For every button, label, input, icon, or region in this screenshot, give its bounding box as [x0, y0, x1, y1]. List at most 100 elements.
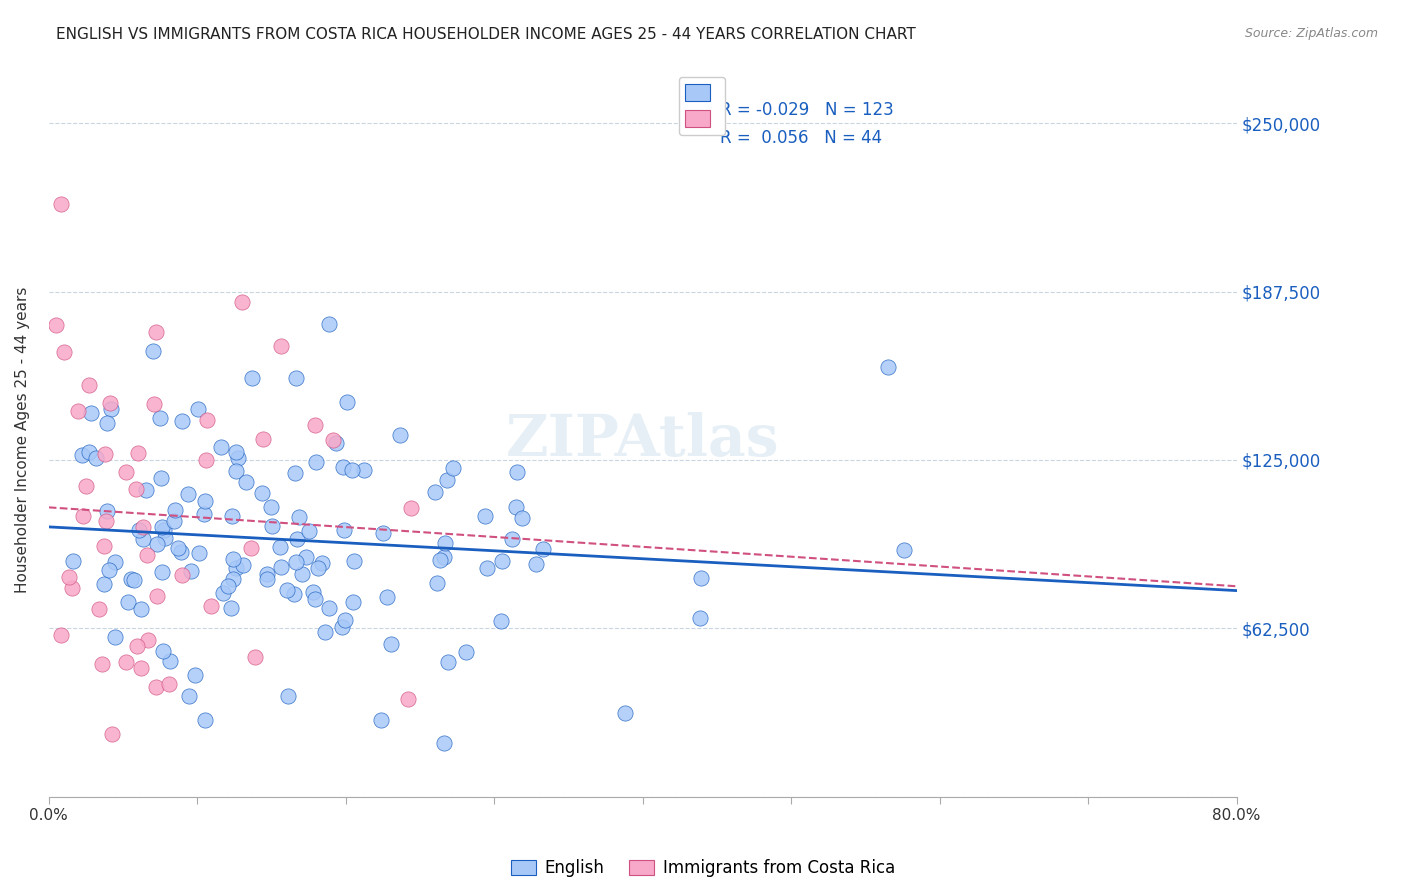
Point: [89, 601, 111, 615]
Point: [256, 572, 278, 586]
Point: [194, 453, 217, 467]
Point: [49, 628, 72, 642]
Point: [423, 485, 446, 500]
Point: [325, 436, 347, 450]
Point: [426, 576, 449, 591]
Point: [150, 566, 173, 580]
Point: [243, 650, 266, 665]
Point: [284, 466, 307, 480]
Point: [79, 378, 101, 392]
Point: [165, 502, 187, 516]
Point: [314, 625, 336, 640]
Point: [322, 433, 344, 447]
Point: [60, 581, 83, 595]
Point: [100, 402, 122, 417]
Point: [75, 479, 97, 493]
Point: [260, 500, 283, 515]
Point: [429, 553, 451, 567]
Point: [370, 713, 392, 727]
Point: [876, 360, 898, 375]
Point: [98, 395, 121, 409]
Point: [506, 465, 529, 479]
Point: [146, 590, 169, 604]
Point: [270, 560, 292, 574]
Point: [295, 549, 318, 564]
Point: [135, 548, 157, 562]
Point: [157, 677, 180, 691]
Point: [184, 668, 207, 682]
Point: [505, 500, 527, 515]
Point: [125, 482, 148, 496]
Point: [250, 486, 273, 500]
Point: [285, 532, 308, 546]
Point: [129, 602, 152, 616]
Point: [72, 508, 94, 523]
Point: [146, 537, 169, 551]
Point: [142, 397, 165, 411]
Point: [256, 567, 278, 582]
Point: [93, 539, 115, 553]
Point: [194, 713, 217, 727]
Point: [225, 561, 247, 575]
Point: [456, 645, 478, 659]
Point: [155, 531, 177, 545]
Point: [91, 657, 114, 672]
Point: [129, 661, 152, 675]
Point: [474, 509, 496, 524]
Point: [232, 558, 254, 573]
Point: [689, 610, 711, 624]
Point: [188, 546, 211, 560]
Point: [49, 197, 72, 211]
Point: [128, 523, 150, 537]
Point: [172, 568, 194, 582]
Text: ZIPAtlas: ZIPAtlas: [506, 412, 779, 467]
Point: [209, 440, 232, 454]
Point: [153, 524, 176, 538]
Point: [291, 567, 314, 582]
Point: [333, 613, 356, 627]
Legend: English, Immigrants from Costa Rica: English, Immigrants from Costa Rica: [505, 853, 901, 884]
Point: [318, 601, 340, 615]
Point: [318, 317, 340, 331]
Point: [135, 483, 157, 497]
Point: [305, 455, 328, 469]
Point: [79, 406, 101, 420]
Point: [117, 595, 139, 609]
Point: [225, 465, 247, 479]
Point: [142, 343, 165, 358]
Point: [375, 591, 398, 605]
Point: [221, 509, 243, 524]
Point: [45, 318, 67, 333]
Point: [433, 549, 456, 564]
Point: [122, 573, 145, 587]
Point: [270, 339, 292, 353]
Point: [371, 525, 394, 540]
Point: [531, 541, 554, 556]
Point: [84, 450, 107, 465]
Point: [311, 556, 333, 570]
Point: [302, 584, 325, 599]
Point: [269, 540, 291, 554]
Point: [304, 417, 326, 432]
Point: [231, 295, 253, 310]
Point: [287, 510, 309, 524]
Point: [187, 401, 209, 416]
Point: [176, 486, 198, 500]
Point: [228, 450, 250, 465]
Text: ENGLISH VS IMMIGRANTS FROM COSTA RICA HOUSEHOLDER INCOME AGES 25 - 44 YEARS CORR: ENGLISH VS IMMIGRANTS FROM COSTA RICA HO…: [56, 27, 915, 42]
Point: [501, 532, 523, 546]
Point: [510, 511, 533, 525]
Point: [94, 514, 117, 528]
Legend: , : ,: [679, 77, 725, 135]
Point: [167, 541, 190, 556]
Point: [222, 551, 245, 566]
Point: [145, 680, 167, 694]
Point: [163, 514, 186, 528]
Point: [197, 413, 219, 427]
Point: [150, 519, 173, 533]
Point: [149, 410, 172, 425]
Point: [252, 432, 274, 446]
Point: [159, 654, 181, 668]
Point: [212, 586, 235, 600]
Point: [441, 460, 464, 475]
